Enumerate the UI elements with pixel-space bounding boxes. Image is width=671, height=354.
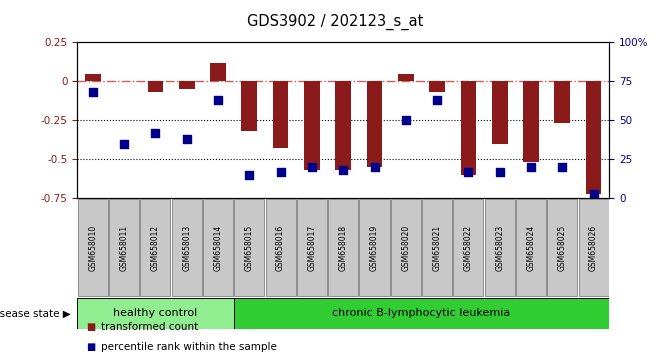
Text: ■: ■: [86, 322, 95, 332]
Bar: [336, 81, 351, 170]
Point: [463, 169, 474, 175]
Text: GSM658023: GSM658023: [495, 225, 504, 271]
Bar: [148, 81, 163, 92]
Point: [150, 130, 161, 136]
Bar: [554, 81, 570, 124]
Point: [401, 118, 411, 123]
Point: [525, 164, 536, 170]
Text: disease state ▶: disease state ▶: [0, 308, 70, 318]
Text: GSM658010: GSM658010: [89, 225, 97, 271]
Bar: [85, 74, 101, 81]
Point: [213, 97, 223, 103]
Text: ■: ■: [86, 342, 95, 352]
Text: GSM658012: GSM658012: [151, 225, 160, 271]
Text: GSM658017: GSM658017: [307, 225, 317, 271]
Bar: [179, 81, 195, 89]
Bar: [78, 199, 108, 296]
Bar: [304, 81, 320, 170]
Point: [275, 169, 286, 175]
Text: chronic B-lymphocytic leukemia: chronic B-lymphocytic leukemia: [332, 308, 511, 318]
Text: healthy control: healthy control: [113, 308, 197, 318]
Text: GSM658025: GSM658025: [558, 225, 567, 271]
Bar: [578, 199, 609, 296]
Bar: [234, 199, 264, 296]
Bar: [516, 199, 546, 296]
Bar: [140, 199, 170, 296]
Bar: [210, 63, 226, 81]
Point: [557, 164, 568, 170]
Text: GSM658020: GSM658020: [401, 225, 411, 271]
Point: [119, 141, 130, 147]
Text: GSM658022: GSM658022: [464, 225, 473, 271]
Text: GSM658013: GSM658013: [183, 225, 191, 271]
Bar: [391, 199, 421, 296]
Text: GSM658021: GSM658021: [433, 225, 442, 271]
Text: GSM658024: GSM658024: [527, 225, 535, 271]
Bar: [484, 199, 515, 296]
Text: GDS3902 / 202123_s_at: GDS3902 / 202123_s_at: [248, 14, 423, 30]
Bar: [77, 298, 234, 329]
Point: [431, 97, 442, 103]
Bar: [266, 199, 296, 296]
Point: [87, 90, 98, 95]
Bar: [492, 81, 507, 144]
Text: GSM658026: GSM658026: [589, 225, 598, 271]
Point: [338, 167, 349, 173]
Text: GSM658019: GSM658019: [370, 225, 379, 271]
Text: GSM658014: GSM658014: [213, 225, 223, 271]
Bar: [109, 199, 139, 296]
Text: GSM658016: GSM658016: [276, 225, 285, 271]
Point: [588, 191, 599, 196]
Bar: [422, 199, 452, 296]
Bar: [460, 81, 476, 175]
Bar: [523, 81, 539, 162]
Bar: [360, 199, 390, 296]
Bar: [454, 199, 483, 296]
Bar: [398, 74, 413, 81]
Text: GSM658018: GSM658018: [339, 225, 348, 271]
Text: percentile rank within the sample: percentile rank within the sample: [101, 342, 276, 352]
Bar: [234, 298, 609, 329]
Point: [181, 136, 192, 142]
Bar: [366, 81, 382, 167]
Point: [244, 172, 255, 178]
Bar: [297, 199, 327, 296]
Bar: [273, 81, 289, 148]
Bar: [548, 199, 577, 296]
Bar: [328, 199, 358, 296]
Bar: [429, 81, 445, 92]
Bar: [242, 81, 257, 131]
Bar: [172, 199, 202, 296]
Point: [495, 169, 505, 175]
Point: [369, 164, 380, 170]
Bar: [586, 81, 601, 194]
Text: GSM658011: GSM658011: [119, 225, 129, 271]
Bar: [203, 199, 233, 296]
Text: GSM658015: GSM658015: [245, 225, 254, 271]
Text: transformed count: transformed count: [101, 322, 198, 332]
Point: [307, 164, 317, 170]
